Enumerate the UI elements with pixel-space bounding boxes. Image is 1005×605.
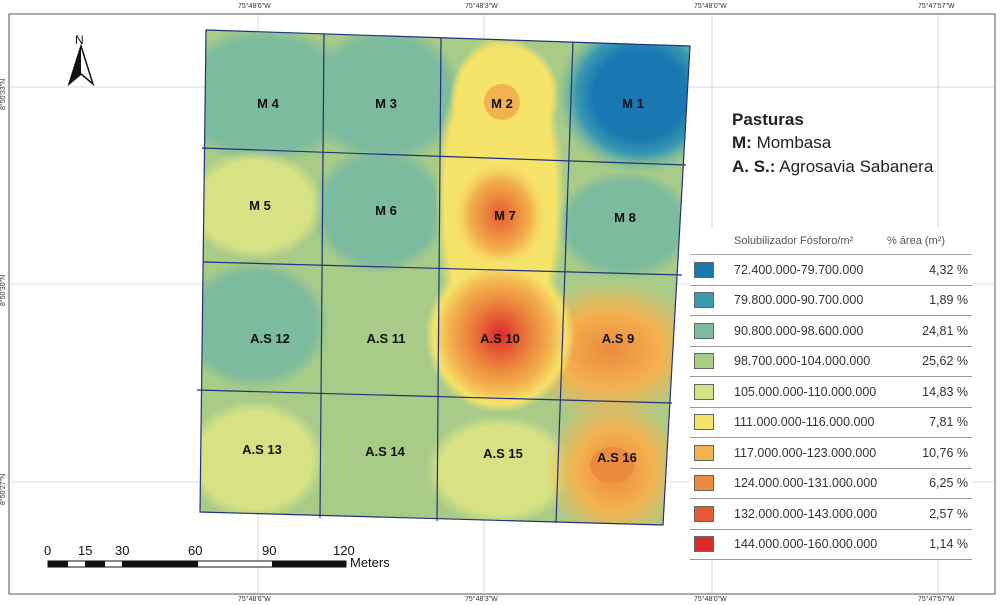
plot-grid — [196, 29, 691, 526]
legend-pct: 24,81 % — [922, 323, 968, 338]
coord-bottom-3: 75°48'0"W — [694, 596, 727, 603]
legend-row: 117.000.000-123.000.000 10,76 % — [690, 438, 972, 469]
coord-left-3: 8°50'27"N — [0, 473, 7, 505]
legend-range: 111.000.000-116.000.000 — [734, 415, 875, 430]
legend-pct: 10,76 % — [922, 445, 968, 460]
legend-rows: 72.400.000-79.700.000 4,32 % 79.800.000-90… — [690, 255, 972, 560]
plot-label: M 7 — [494, 208, 516, 223]
legend-col-range-header: Solubilizador Fósforo/m² — [734, 235, 854, 247]
legend-range: 144.000.000-160.000.000 — [734, 537, 878, 552]
scale-tick-30: 30 — [115, 543, 130, 558]
scale-tick-15: 15 — [78, 543, 93, 558]
legend-swatch — [694, 475, 714, 492]
plot-label: M 4 — [257, 96, 279, 111]
legend-col-area-header: % área (m²) — [886, 235, 946, 247]
plot-label: M 8 — [614, 210, 636, 225]
legend-swatch — [694, 444, 714, 461]
map-border — [8, 13, 996, 595]
scale-bar — [47, 560, 347, 568]
legend-pct: 1,89 % — [929, 293, 968, 308]
coord-left-2: 8°50'30"N — [0, 274, 7, 306]
north-arrow-icon — [67, 43, 95, 87]
scale-tick-120: 120 — [333, 543, 355, 558]
plot-label: A.S 16 — [597, 450, 637, 465]
legend-table: Solubilizador Fósforo/m² % área (m²) 72.… — [690, 228, 972, 560]
legend-row: 72.400.000-79.700.000 4,32 % — [690, 255, 972, 286]
legend-range: 117.000.000-123.000.000 — [734, 445, 877, 460]
coord-left-1: 8°50'33"N — [0, 78, 7, 110]
legend-row: 132.000.000-143.000.000 2,57 % — [690, 499, 972, 530]
legend-row: 105.000.000-110.000.000 14,83 % — [690, 377, 972, 408]
interpolation-raster — [200, 30, 690, 525]
plot-label: M 3 — [375, 96, 397, 111]
plot-label: A.S 10 — [480, 331, 520, 346]
legend-key-m: M: — [732, 133, 752, 152]
legend-row: 90.800.000-98.600.000 24,81 % — [690, 316, 972, 347]
legend-pct: 4,32 % — [929, 262, 968, 277]
legend-swatch — [694, 353, 714, 370]
legend-swatch — [694, 414, 714, 431]
legend-swatch — [694, 322, 714, 339]
north-label: N — [75, 33, 84, 47]
legend-pct: 7,81 % — [929, 415, 968, 430]
legend-pct: 14,83 % — [922, 384, 968, 399]
legend-row: 111.000.000-116.000.000 7,81 % — [690, 408, 972, 438]
plot-label: A.S 15 — [483, 446, 523, 461]
legend-pct: 1,14 % — [929, 537, 968, 552]
coord-bottom-4: 75°47'57"W — [918, 596, 955, 603]
plot-label: M 1 — [622, 96, 644, 111]
legend-range: 72.400.000-79.700.000 — [734, 262, 864, 277]
legend-row: 124.000.000-131.000.000 6,25 % — [690, 469, 972, 499]
plot-label: A.S 9 — [602, 331, 635, 346]
coord-top-1: 75°48'6"W — [238, 3, 271, 10]
coord-top-4: 75°47'57"W — [918, 3, 955, 10]
scale-tick-90: 90 — [262, 543, 277, 558]
coord-bottom-1: 75°48'6"W — [238, 596, 271, 603]
scale-tick-60: 60 — [188, 543, 203, 558]
legend-swatch — [694, 536, 714, 553]
legend-pct: 6,25 % — [929, 476, 968, 491]
legend-title: Pasturas — [732, 110, 804, 129]
coord-bottom-2: 75°48'3"W — [465, 596, 498, 603]
plot-labels: M 1 M 2 M 3 M 4 M 5 M 6 M 7 M 8 A.S 9 A.S 10 A.S 1… — [242, 96, 644, 465]
legend-swatch — [694, 505, 714, 522]
legend-line-agrosavia: A. S.: Agrosavia Sabanera — [732, 157, 933, 177]
legend-swatch — [694, 383, 714, 400]
scale-unit: Meters — [350, 555, 390, 570]
plot-label: M 2 — [491, 96, 513, 111]
legend-key-as: A. S.: — [732, 157, 776, 176]
plot-label: A.S 13 — [242, 442, 282, 457]
legend-range: 79.800.000-90.700.000 — [734, 293, 864, 308]
legend-range: 132.000.000-143.000.000 — [734, 506, 878, 521]
legend-line-mombasa: M: Mombasa — [732, 133, 831, 153]
plot-label: M 6 — [375, 203, 397, 218]
coord-top-2: 75°48'3"W — [465, 3, 498, 10]
legend-row: 98.700.000-104.000.000 25,62 % — [690, 347, 972, 377]
legend-value-as: Agrosavia Sabanera — [779, 157, 934, 176]
legend-range: 90.800.000-98.600.000 — [734, 323, 864, 338]
legend-pct: 2,57 % — [929, 506, 968, 521]
plot-label: M 5 — [249, 198, 271, 213]
scale-tick-0: 0 — [44, 543, 52, 558]
legend-swatch — [694, 261, 714, 278]
plot-label: A.S 12 — [250, 331, 290, 346]
plot-label: A.S 14 — [365, 444, 406, 459]
legend-row: 144.000.000-160.000.000 1,14 % — [690, 530, 972, 560]
legend-row: 79.800.000-90.700.000 1,89 % — [690, 286, 972, 316]
plot-label: A.S 11 — [366, 331, 405, 346]
legend-range: 124.000.000-131.000.000 — [734, 476, 878, 491]
legend-range: 98.700.000-104.000.000 — [734, 354, 871, 369]
legend-swatch — [694, 292, 714, 309]
legend-range: 105.000.000-110.000.000 — [734, 384, 877, 399]
legend-pct: 25,62 % — [922, 354, 968, 369]
coord-top-3: 75°48'0"W — [694, 3, 727, 10]
legend-value-m: Mombasa — [756, 133, 832, 152]
legend-table-header: Solubilizador Fósforo/m² % área (m²) — [690, 228, 972, 255]
